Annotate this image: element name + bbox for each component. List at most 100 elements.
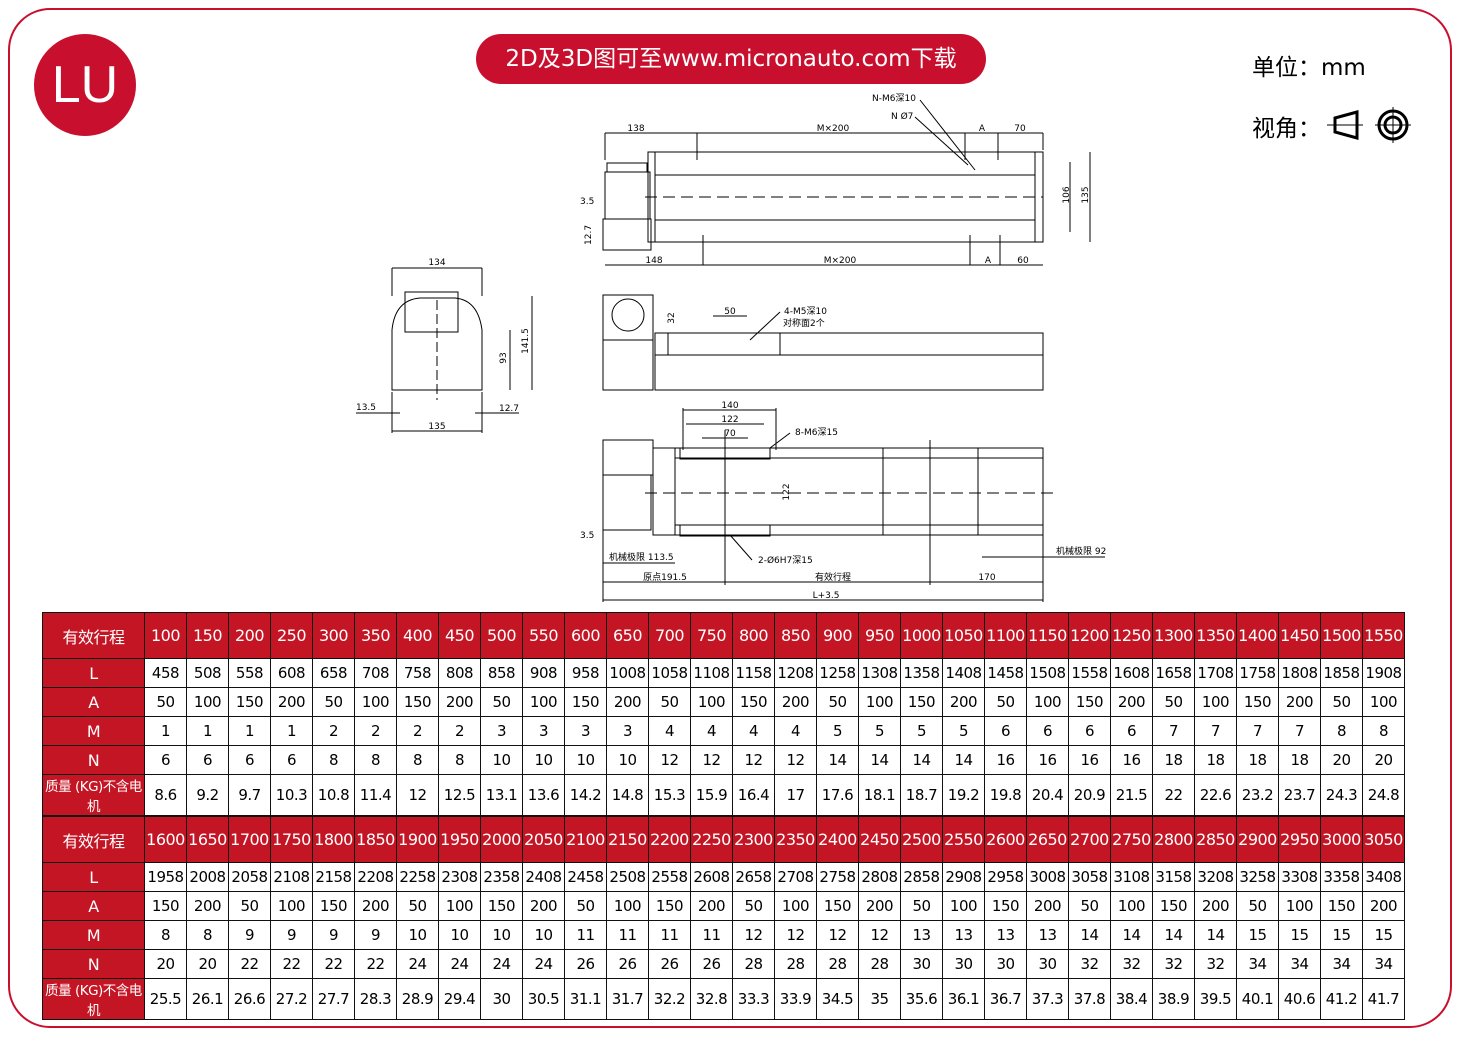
table-cell: 16 [1068, 745, 1111, 775]
table-cell: 7 [1194, 716, 1237, 746]
table-cell: 50 [732, 891, 775, 921]
table-row: A 50 100 150 200 50 100 150 200 50 100 150 200 50 100 1… [42, 687, 1405, 717]
table-cell: 9.7 [228, 774, 271, 816]
table-cell: 26 [606, 949, 649, 979]
table-cell: 2808 [858, 862, 901, 892]
table-cell: 34 [1236, 949, 1279, 979]
stroke-header-cell: 3000 [1320, 816, 1363, 863]
table-row: 质量 (KG)不含电机 25.5 26.1 26.6 27.2 27.7 28.3 28.9 2… [42, 978, 1405, 1020]
table-cell: 12 [648, 745, 691, 775]
row-label: 有效行程 [42, 816, 145, 863]
table-cell: 50 [900, 891, 943, 921]
table-cell: 15 [1362, 920, 1405, 950]
table-cell: 200 [522, 891, 565, 921]
download-banner[interactable]: 2D及3D图可至www.micronauto.com下载 [476, 34, 986, 84]
table-cell: 8.6 [144, 774, 187, 816]
table-cell: 34.5 [816, 978, 859, 1020]
table-cell: 2 [438, 716, 481, 746]
table-cell: 9 [270, 920, 313, 950]
table-cell: 5 [942, 716, 985, 746]
stroke-header-cell: 1300 [1152, 612, 1195, 659]
table-cell: 12 [396, 774, 439, 816]
table-cell: 30.5 [522, 978, 565, 1020]
table-cell: 50 [564, 891, 607, 921]
spec-table-2: 有效行程 1600 1650 1700 1750 1800 1850 1900 1950 2000… [42, 816, 1405, 1020]
table-cell: 8 [354, 745, 397, 775]
table-cell: 6 [228, 745, 271, 775]
table-cell: 2158 [312, 862, 355, 892]
table-cell: 35 [858, 978, 901, 1020]
stroke-header-cell: 2650 [1026, 816, 1069, 863]
stroke-header-cell: 1700 [228, 816, 271, 863]
table-cell: 100 [270, 891, 313, 921]
dim-mx200-top: M×200 [817, 124, 850, 134]
table-cell: 26.1 [186, 978, 229, 1020]
dim-122: 122 [721, 415, 738, 425]
table-row: N 6 6 6 6 8 8 8 8 10 10 10 10 12 12 12 12 14 14 14 14 16 16 16 1… [42, 745, 1405, 775]
row-label: N [42, 949, 145, 979]
table-cell: 22 [354, 949, 397, 979]
table-cell: 50 [1236, 891, 1279, 921]
table-cell: 14 [1152, 920, 1195, 950]
table-cell: 2008 [186, 862, 229, 892]
stroke-header-cell: 400 [396, 612, 439, 659]
stroke-header-cell: 200 [228, 612, 271, 659]
table-cell: 608 [270, 658, 313, 688]
stroke-header-cell: 1150 [1026, 612, 1069, 659]
table-cell: 15.3 [648, 774, 691, 816]
stroke-header-cell: 2550 [942, 816, 985, 863]
table-cell: 11 [690, 920, 733, 950]
table-cell: 39.5 [1194, 978, 1237, 1020]
table-cell: 100 [522, 687, 565, 717]
dim-135-top: 135 [1081, 186, 1091, 203]
table-cell: 10 [564, 745, 607, 775]
table-cell: 2508 [606, 862, 649, 892]
table-cell: 14 [816, 745, 859, 775]
table-cell: 14 [900, 745, 943, 775]
table-cell: 1658 [1152, 658, 1195, 688]
table-cell: 3208 [1194, 862, 1237, 892]
stroke-header-cell: 1250 [1110, 612, 1153, 659]
table-cell: 6 [1068, 716, 1111, 746]
table-cell: 19.2 [942, 774, 985, 816]
table-cell: 1808 [1278, 658, 1321, 688]
table-cell: 150 [900, 687, 943, 717]
table-cell: 12 [732, 745, 775, 775]
table-cell: 17.6 [816, 774, 859, 816]
table-cell: 1 [270, 716, 313, 746]
table-cell: 37.8 [1068, 978, 1111, 1020]
table-cell: 14 [1110, 920, 1153, 950]
dim-12-7-end: 12.7 [499, 404, 519, 414]
table-cell: 150 [816, 891, 859, 921]
stroke-header-cell: 2850 [1194, 816, 1237, 863]
table-cell: 12 [690, 745, 733, 775]
table-cell: 32 [1110, 949, 1153, 979]
table-cell: 458 [144, 658, 187, 688]
table-cell: 1 [186, 716, 229, 746]
table-cell: 1358 [900, 658, 943, 688]
table-cell: 19.8 [984, 774, 1027, 816]
table-cell: 20.9 [1068, 774, 1111, 816]
table-cell: 2108 [270, 862, 313, 892]
table-row: M 8 8 9 9 9 9 10 10 10 10 11 11 11 11 12 12 12 12 13 13 13 13 1… [42, 920, 1405, 950]
table-cell: 10 [438, 920, 481, 950]
table-cell: 150 [564, 687, 607, 717]
table-cell: 35.6 [900, 978, 943, 1020]
dim-60: 60 [1017, 256, 1029, 266]
stroke-header-cell: 1950 [438, 816, 481, 863]
stroke-header-cell: 2800 [1152, 816, 1195, 863]
origin-dim: 原点191.5 [643, 572, 687, 583]
table-cell: 50 [480, 687, 523, 717]
table-cell: 8 [312, 745, 355, 775]
table-cell: 4 [648, 716, 691, 746]
table-cell: 150 [1152, 891, 1195, 921]
bottom-view [602, 408, 1105, 602]
table-cell: 24.8 [1362, 774, 1405, 816]
row-label: L [42, 862, 145, 892]
table-header-row: 有效行程 100 150 200 250 300 350 400 450 500 550 600 650… [42, 612, 1405, 659]
stroke-header-cell: 650 [606, 612, 649, 659]
table-cell: 150 [1068, 687, 1111, 717]
table-cell: 1158 [732, 658, 775, 688]
table-cell: 200 [354, 891, 397, 921]
stroke-header-cell: 350 [354, 612, 397, 659]
